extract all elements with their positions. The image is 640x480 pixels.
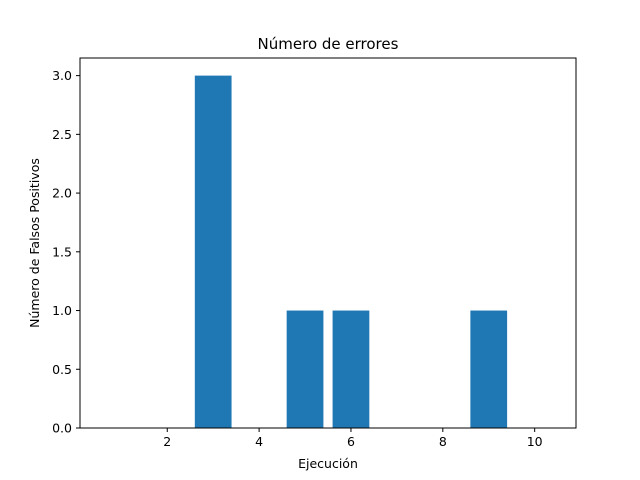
x-tick-label: 2	[163, 434, 171, 449]
y-tick-label: 2.5	[52, 127, 72, 142]
bars-group	[194, 75, 508, 428]
y-tick-label: 2.0	[52, 186, 72, 201]
x-tick-label: 10	[527, 434, 543, 449]
y-tick-label: 1.5	[52, 244, 72, 259]
y-tick-label: 0.5	[52, 362, 72, 377]
y-axis-ticks: 0.0 0.5 1.0 1.5 2.0 2.5 3.0	[52, 68, 80, 436]
x-axis-label: Ejecución	[298, 456, 358, 471]
x-axis-ticks: 2 4 6 8 10	[163, 428, 543, 449]
y-tick-label: 1.0	[52, 303, 72, 318]
y-axis-label: Número de Falsos Positivos	[27, 158, 42, 328]
x-tick-label: 6	[347, 434, 355, 449]
chart-title: Número de errores	[258, 35, 399, 53]
bar-6	[332, 310, 370, 428]
y-tick-label: 0.0	[52, 421, 72, 436]
bar-9	[470, 310, 508, 428]
x-tick-label: 8	[439, 434, 447, 449]
bar-3	[194, 75, 232, 428]
y-tick-label: 3.0	[52, 68, 72, 83]
bar-5	[286, 310, 324, 428]
x-tick-label: 4	[255, 434, 263, 449]
plot-frame	[79, 57, 577, 429]
